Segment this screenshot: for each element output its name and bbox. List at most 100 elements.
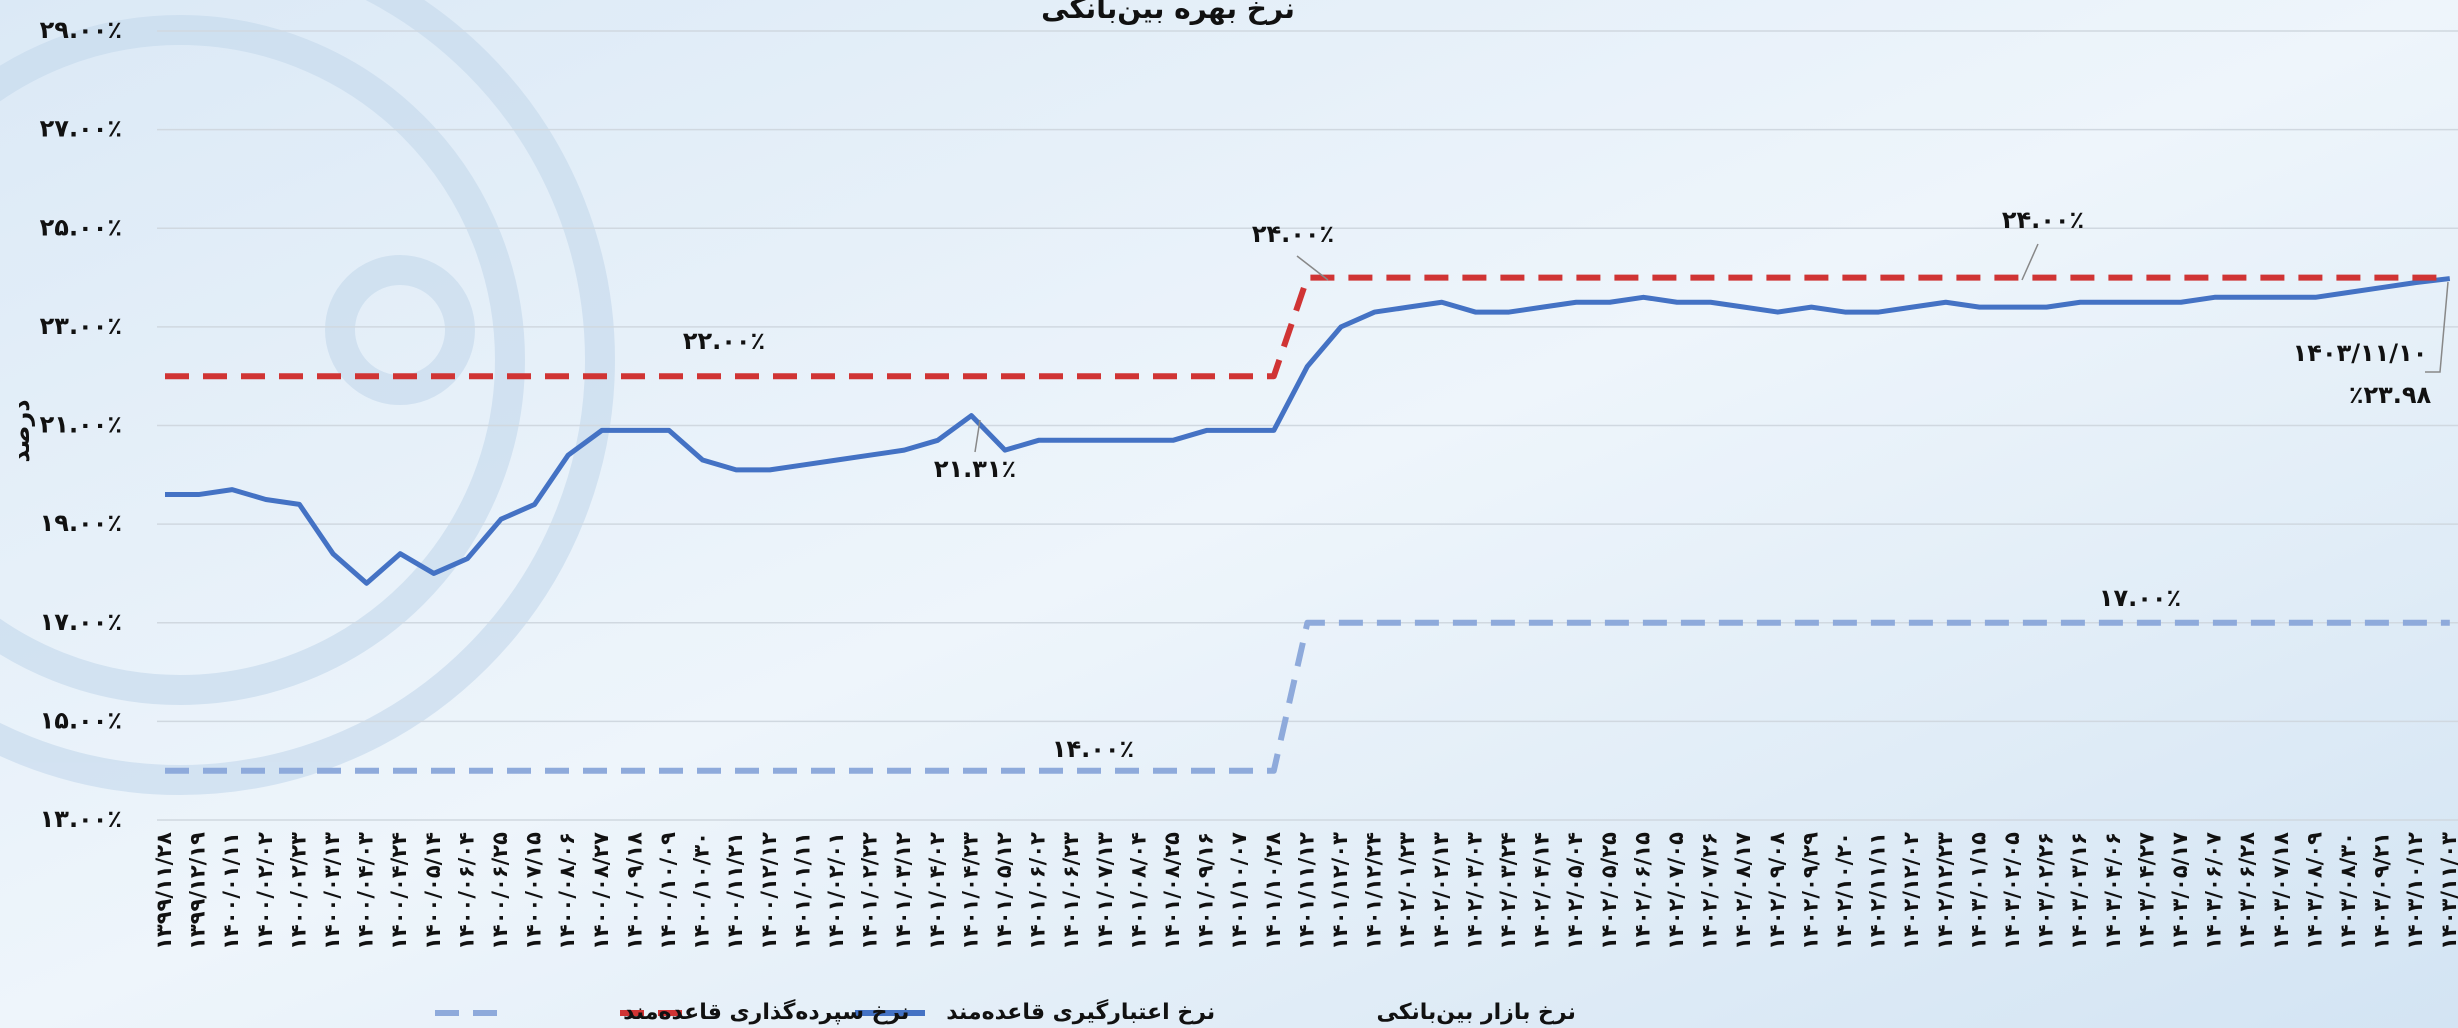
annotation-leader bbox=[974, 419, 981, 453]
chart-title: نرخ بهره بین‌بانکی bbox=[1041, 0, 1295, 25]
series-line bbox=[165, 619, 2450, 774]
x-tick-label: ۱۴۰۱/۱۰/۰۷ bbox=[1227, 832, 1251, 950]
x-tick-label: ۱۴۰۱/۰۸/۰۴ bbox=[1126, 832, 1150, 950]
x-tick-label: ۱۴۰۰/۱۰/۳۰ bbox=[690, 832, 714, 950]
x-tick-label: ۱۴۰۲/۰۶/۱۵ bbox=[1630, 832, 1654, 950]
x-tick-label: ۱۴۰۱/۰۵/۱۲ bbox=[992, 832, 1016, 950]
x-tick-label: ۱۴۰۰/۰۸/۰۶ bbox=[555, 832, 579, 950]
x-tick-label: ۱۴۰۰/۱۲/۱۲ bbox=[757, 832, 781, 950]
x-tick-label: ۱۴۰۱/۰۲/۲۲ bbox=[858, 832, 882, 950]
x-tick-label: ۱۴۰۱/۰۴/۰۲ bbox=[925, 832, 949, 950]
x-tick-label: ۱۴۰۳/۰۹/۲۱ bbox=[2370, 832, 2394, 950]
y-tick-label: ۱۹.۰۰٪ bbox=[40, 509, 122, 537]
x-tick-label: ۱۴۰۰/۰۴/۰۳ bbox=[354, 832, 378, 950]
x-tick-label: ۱۴۰۰/۱۰/۰۹ bbox=[656, 832, 680, 950]
y-tick-label: ۲۹.۰۰٪ bbox=[40, 16, 122, 44]
y-tick-label: ۱۵.۰۰٪ bbox=[40, 706, 122, 734]
x-tick-label: ۱۳۹۹/۱۲/۱۹ bbox=[186, 832, 210, 950]
x-tick-label: ۱۴۰۰/۰۶/۰۴ bbox=[454, 832, 478, 950]
annotation: ۲۴.۰۰٪ bbox=[2002, 206, 2084, 234]
y-tick-label: ۱۷.۰۰٪ bbox=[40, 608, 122, 636]
x-tick-label: ۱۴۰۱/۰۳/۱۲ bbox=[891, 832, 915, 950]
x-tick-label: ۱۴۰۲/۰۲/۱۳ bbox=[1429, 832, 1453, 950]
x-tick-label: ۱۴۰۰/۰۱/۱۱ bbox=[219, 832, 243, 950]
x-tick-label: ۱۴۰۲/۰۴/۱۴ bbox=[1530, 832, 1554, 950]
y-tick-label: ۲۷.۰۰٪ bbox=[40, 115, 122, 143]
x-tick-label: ۱۴۰۱/۰۶/۲۳ bbox=[1059, 832, 1083, 950]
annotation: ۱۴۰۳/۱۱/۱۰ bbox=[2293, 339, 2428, 367]
x-tick-label: ۱۴۰۱/۰۶/۰۲ bbox=[1026, 832, 1050, 950]
x-tick-label: ۱۴۰۰/۰۲/۲۳ bbox=[286, 832, 310, 950]
x-tick-label: ۱۴۰۱/۰۴/۲۳ bbox=[958, 832, 982, 950]
x-tick-label: ۱۴۰۱/۰۸/۲۵ bbox=[1160, 832, 1184, 950]
x-tick-label: ۱۴۰۰/۰۶/۲۵ bbox=[488, 832, 512, 950]
x-tick-label: ۱۴۰۰/۰۳/۱۳ bbox=[320, 832, 344, 950]
annotation: ۱۴.۰۰٪ bbox=[1052, 735, 1134, 763]
x-tick-label: ۱۴۰۰/۰۵/۱۴ bbox=[421, 832, 445, 950]
series-line bbox=[165, 276, 2451, 586]
y-tick-label: ۲۵.۰۰٪ bbox=[40, 213, 122, 241]
legend-label: نرخ سپرده‌گذاری قاعده‌مند bbox=[623, 998, 909, 1025]
x-tick-label: ۱۴۰۳/۰۲/۲۶ bbox=[2034, 832, 2058, 950]
x-tick-label: ۱۴۰۱/۰۹/۱۶ bbox=[1194, 832, 1218, 950]
legend-label: نرخ بازار بین‌بانکی bbox=[1376, 1000, 1575, 1025]
x-tick-label: ۱۴۰۱/۱۰/۲۸ bbox=[1261, 832, 1285, 950]
emblem bbox=[0, 0, 615, 795]
x-tick-label: ۱۴۰۱/۰۱/۱۱ bbox=[790, 832, 814, 950]
annotation-leader bbox=[1296, 255, 1329, 281]
x-tick-label: ۱۴۰۳/۰۵/۱۷ bbox=[2168, 832, 2192, 950]
x-tick-label: ۱۴۰۳/۰۶/۰۷ bbox=[2202, 832, 2226, 950]
x-tick-label: ۱۴۰۱/۰۷/۱۳ bbox=[1093, 832, 1117, 950]
x-tick-label: ۱۴۰۳/۰۴/۰۶ bbox=[2101, 832, 2125, 950]
x-tick-label: ۱۴۰۰/۱۱/۲۱ bbox=[723, 832, 747, 950]
y-axis-label: درصد bbox=[7, 399, 35, 462]
x-tick-label: ۱۴۰۱/۱۲/۰۳ bbox=[1328, 832, 1352, 950]
x-tick-label: ۱۴۰۲/۰۵/۰۴ bbox=[1563, 832, 1587, 950]
x-tick-label: ۱۴۰۲/۰۹/۰۸ bbox=[1765, 832, 1789, 950]
x-tick-label: ۱۴۰۳/۰۸/۳۰ bbox=[2336, 832, 2360, 950]
x-tick-label: ۱۴۰۳/۰۶/۲۸ bbox=[2235, 832, 2259, 950]
x-tick-label: ۱۴۰۳/۰۲/۰۵ bbox=[2000, 832, 2024, 950]
x-tick-label: ۱۴۰۲/۱۲/۰۲ bbox=[1899, 832, 1923, 950]
x-tick-label: ۱۴۰۳/۰۳/۱۶ bbox=[2067, 832, 2091, 950]
x-tick-label: ۱۴۰۰/۰۷/۱۵ bbox=[522, 832, 546, 950]
x-tick-label: ۱۴۰۳/۰۴/۲۷ bbox=[2134, 832, 2158, 950]
x-tick-label: ۱۴۰۳/۱۱/۰۳ bbox=[2437, 832, 2458, 950]
x-tick-label: ۱۴۰۱/۰۲/۰۱ bbox=[824, 832, 848, 950]
x-tick-label: ۱۴۰۲/۱۱/۱۱ bbox=[1866, 832, 1890, 950]
annotation: ۱۷.۰۰٪ bbox=[2099, 584, 2181, 612]
x-tick-label: ۱۴۰۲/۰۸/۱۷ bbox=[1731, 832, 1755, 950]
x-tick-label: ۱۴۰۳/۰۷/۱۸ bbox=[2269, 832, 2293, 950]
x-tick-label: ۱۴۰۳/۱۰/۱۲ bbox=[2403, 832, 2427, 950]
x-tick-label: ۱۴۰۲/۱۰/۲۰ bbox=[1832, 832, 1856, 950]
x-tick-label: ۱۴۰۲/۱۲/۲۳ bbox=[1933, 832, 1957, 950]
x-tick-label: ۱۴۰۲/۰۱/۲۳ bbox=[1395, 832, 1419, 950]
legend-label: نرخ اعتبارگیری قاعده‌مند bbox=[946, 998, 1215, 1025]
annotation-leader bbox=[2021, 243, 2039, 281]
x-tick-label: ۱۴۰۲/۰۳/۰۳ bbox=[1462, 832, 1486, 950]
y-tick-label: ۱۳.۰۰٪ bbox=[40, 805, 122, 833]
x-tick-label: ۱۴۰۰/۰۸/۲۷ bbox=[589, 832, 613, 950]
x-tick-label: ۱۴۰۱/۱۲/۲۴ bbox=[1362, 832, 1386, 950]
x-tick-label: ۱۴۰۰/۰۴/۲۴ bbox=[387, 832, 411, 950]
x-tick-label: ۱۴۰۲/۰۳/۲۴ bbox=[1496, 832, 1520, 950]
x-tick-label: ۱۴۰۰/۰۹/۱۸ bbox=[622, 832, 646, 950]
x-tick-label: ۱۴۰۰/۰۲/۰۲ bbox=[253, 832, 277, 950]
x-tick-label: ۱۴۰۲/۰۷/۲۶ bbox=[1698, 832, 1722, 950]
x-tick-label: ۱۴۰۲/۰۵/۲۵ bbox=[1597, 832, 1621, 950]
series-line bbox=[165, 274, 2450, 380]
annotation-leader bbox=[2425, 281, 2449, 373]
x-tick-label: ۱۴۰۲/۰۹/۲۹ bbox=[1798, 832, 1822, 950]
y-tick-label: ۲۱.۰۰٪ bbox=[40, 411, 122, 439]
x-tick-label: ۱۳۹۹/۱۱/۲۸ bbox=[152, 832, 176, 950]
annotation: ۲۲.۰۰٪ bbox=[683, 327, 765, 355]
x-tick-label: ۱۴۰۳/۰۱/۱۵ bbox=[1966, 832, 1990, 950]
annotation: ٪۲۳.۹۸ bbox=[2349, 381, 2432, 409]
annotation: ۲۱.۳۱٪ bbox=[934, 455, 1016, 483]
x-tick-label: ۱۴۰۲/۰۷/۰۵ bbox=[1664, 832, 1688, 950]
x-tick-label: ۱۴۰۱/۱۱/۱۲ bbox=[1294, 832, 1318, 950]
annotation: ۲۴.۰۰٪ bbox=[1252, 220, 1334, 248]
